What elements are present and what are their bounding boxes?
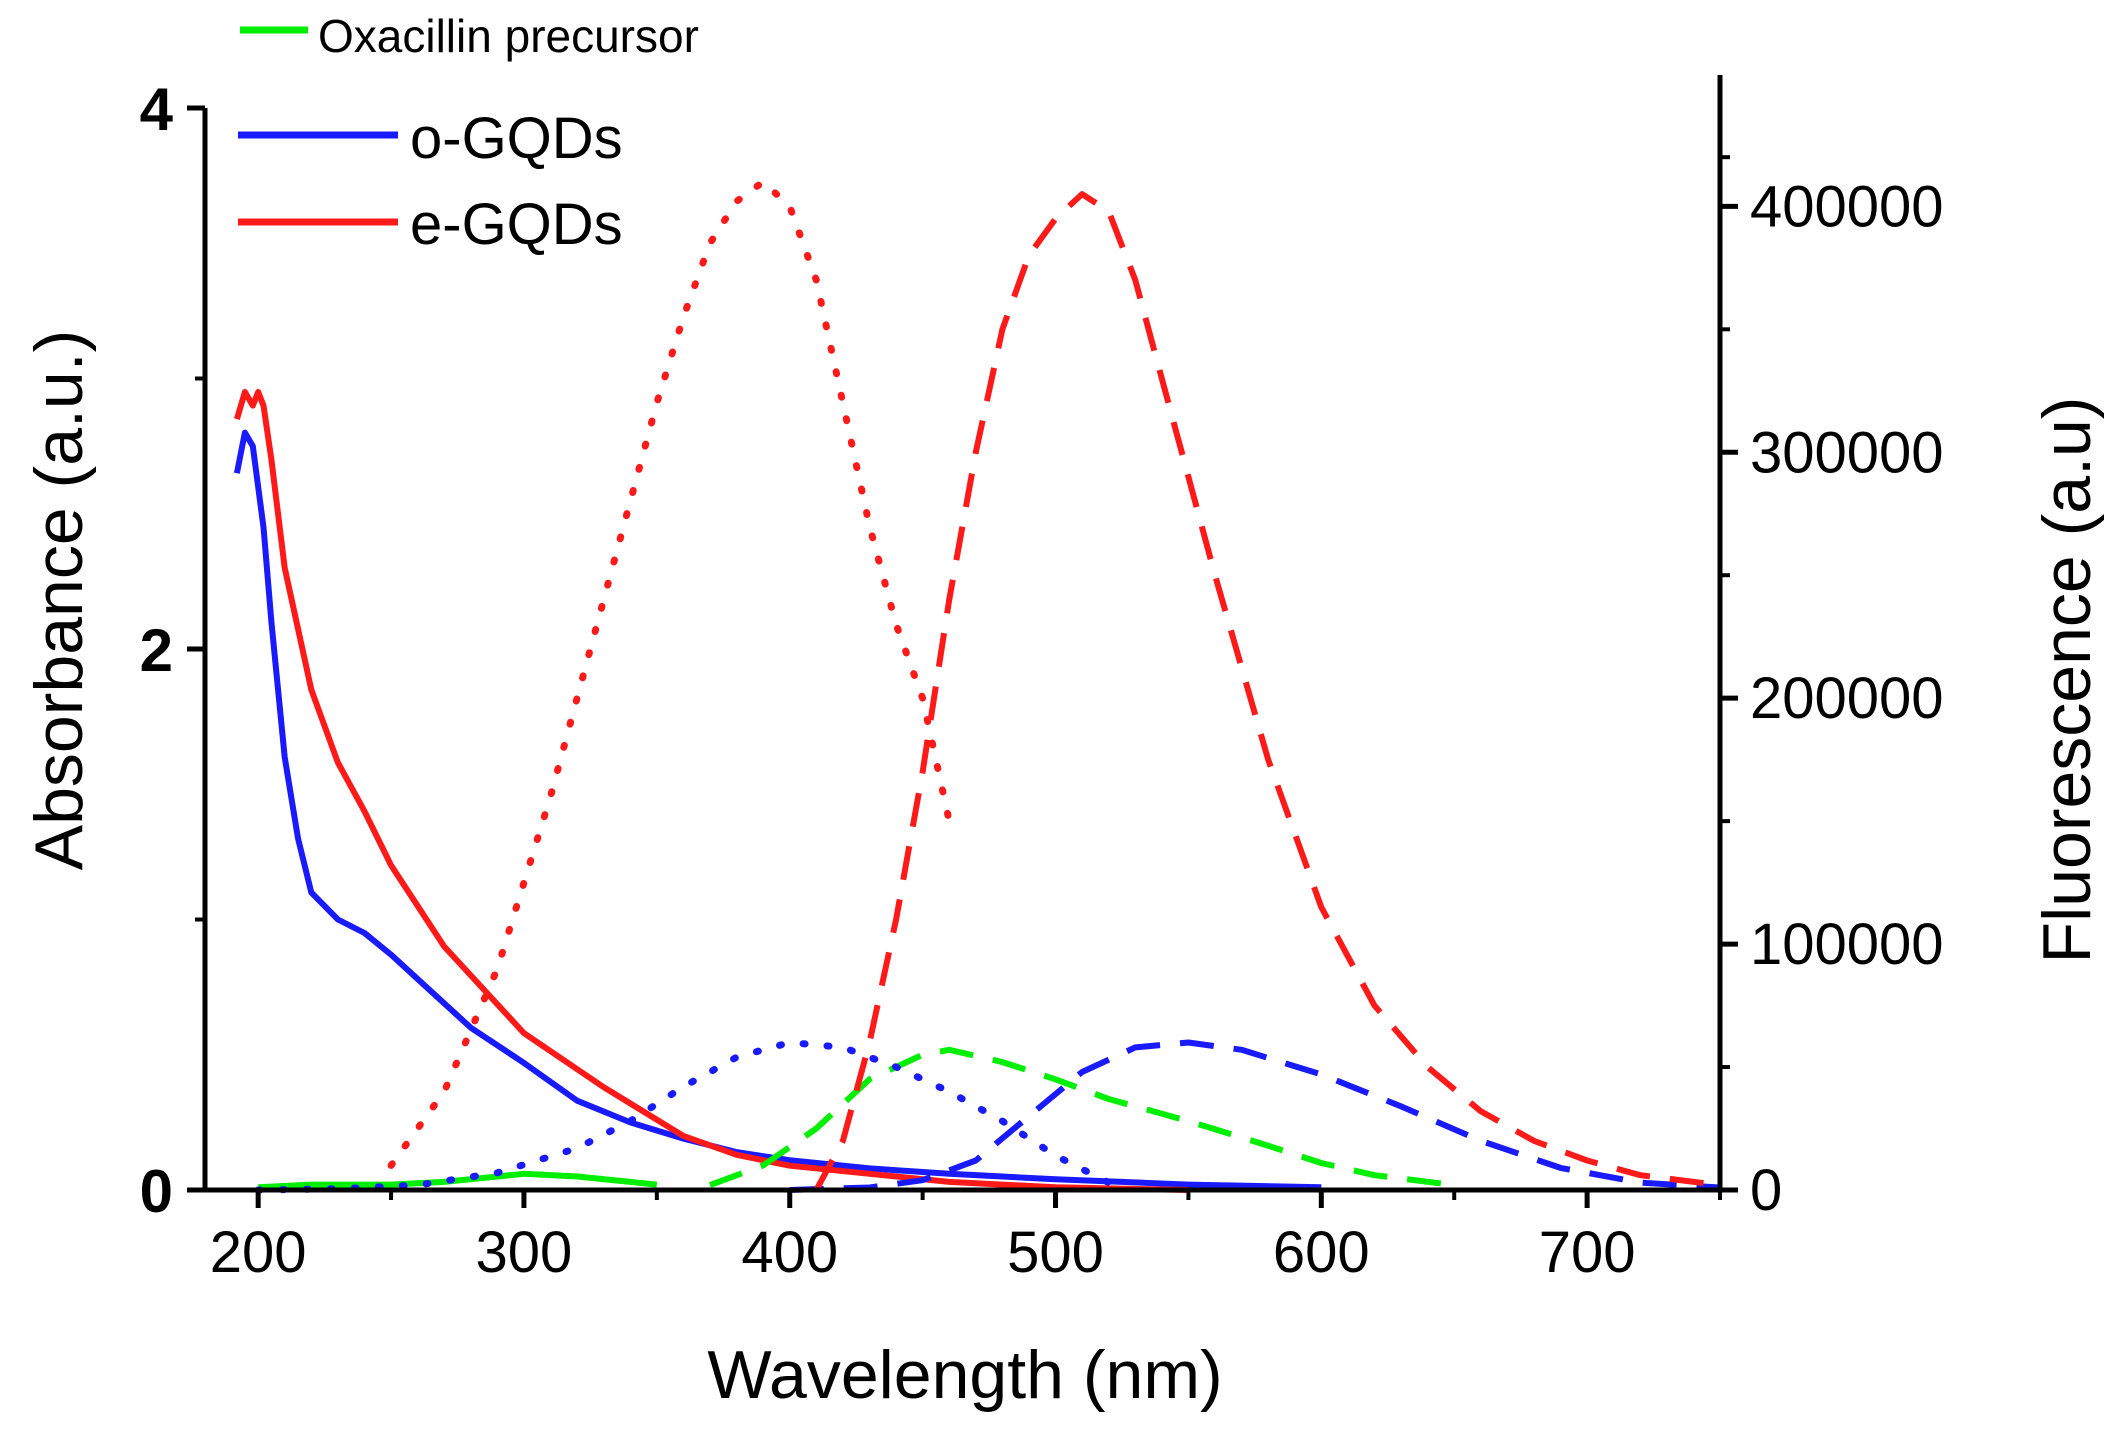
series-line-1 [233,429,1322,1191]
series-line-5 [254,1039,1113,1194]
x-tick-label-0: 200 [210,1220,307,1285]
legend-label-e-gqds: e-GQDs [410,192,623,257]
x-tick-label-1: 300 [476,1220,573,1285]
series-line-4 [789,1039,1721,1193]
series-line-0 [258,1170,658,1191]
series-line-7 [387,178,953,1169]
y-tick-label-2: 4 [140,76,174,143]
x-tick-label-4: 600 [1273,1220,1370,1285]
y2-tick-label-4: 400000 [1750,174,1944,239]
y2-axis-label: Fluorescence (a.u) [2029,397,2105,964]
y-tick-label-1: 2 [140,617,173,684]
ticks-layer: 200 300 400 500 600 700 0 2 4 0 100000 200000 300000… [140,76,1944,1285]
legend: Oxacillin precursor o-GQDs e-GQDs [238,10,699,257]
x-axis-label: Wavelength (nm) [707,1337,1222,1413]
series-line-3 [708,1046,1455,1189]
x-tick-label-3: 500 [1007,1220,1104,1285]
y2-tick-label-2: 200000 [1750,666,1944,731]
y2-tick-label-1: 100000 [1750,912,1944,977]
legend-label-o-gqds: o-GQDs [410,106,623,171]
y2-tick-label-0: 0 [1750,1158,1782,1223]
x-tick-label-2: 400 [741,1220,838,1285]
y-tick-label-0: 0 [140,1158,173,1225]
y-axis-label: Absorbance (a.u.) [21,330,97,871]
y2-tick-label-3: 300000 [1750,420,1944,485]
series-line-2 [234,389,1189,1193]
series-line-6 [813,191,1721,1192]
legend-label-oxacillin: Oxacillin precursor [318,10,699,62]
series-layer [233,178,1721,1194]
x-tick-label-5: 700 [1539,1220,1636,1285]
